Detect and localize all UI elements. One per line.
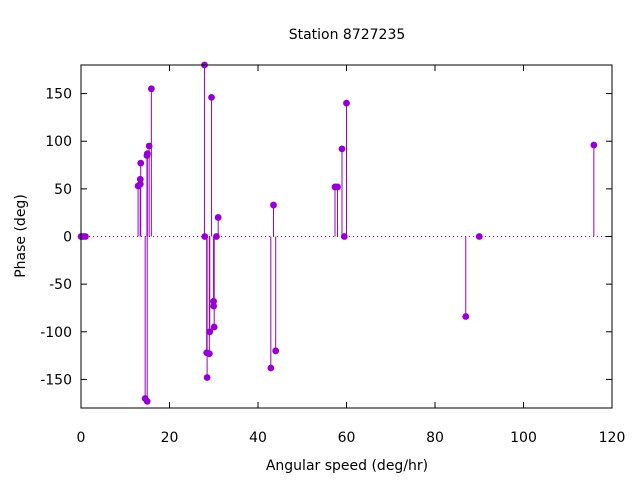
data-point — [201, 233, 209, 240]
y-tick-label: -100 — [40, 325, 72, 341]
point-layer — [77, 61, 598, 405]
x-tick-label: 0 — [77, 430, 86, 446]
data-point — [214, 214, 222, 221]
data-point — [208, 93, 215, 101]
data-point — [143, 150, 151, 158]
x-tick-label: 100 — [510, 430, 537, 446]
x-axis-label: Angular speed (deg/hr) — [266, 458, 428, 474]
data-point — [343, 99, 350, 107]
data-point — [267, 364, 275, 372]
data-point — [147, 85, 155, 93]
data-point — [462, 313, 470, 320]
y-tick-label: 100 — [45, 134, 72, 150]
data-point — [210, 302, 218, 310]
y-tick-label: -150 — [40, 372, 72, 388]
data-point — [136, 175, 144, 183]
y-tick-label: 50 — [54, 182, 72, 198]
data-point — [213, 233, 220, 240]
data-point — [334, 183, 341, 191]
data-point — [338, 145, 346, 153]
data-point — [475, 233, 483, 240]
data-point — [203, 374, 211, 381]
data-point — [210, 297, 217, 305]
data-point — [340, 233, 348, 240]
data-point — [136, 180, 144, 188]
y-tick-label: 0 — [63, 230, 72, 246]
x-tick-label: 120 — [599, 430, 626, 446]
y-tick-label: -50 — [49, 277, 72, 293]
x-tick-label: 40 — [249, 430, 267, 446]
chart-title: Station 8727235 — [289, 27, 406, 43]
data-point — [206, 328, 214, 336]
data-point — [145, 142, 153, 150]
data-point — [82, 233, 89, 240]
x-tick-label: 60 — [338, 430, 356, 446]
data-point — [272, 347, 280, 355]
x-tick-label: 20 — [161, 430, 179, 446]
data-point — [137, 159, 145, 167]
data-point — [143, 397, 151, 405]
y-axis-label: Phase (deg) — [13, 194, 29, 278]
plot-frame — [80, 64, 613, 409]
data-point — [270, 201, 277, 209]
x-tick-label: 80 — [426, 430, 444, 446]
tick-layer: 0 20 40 60 80 100 120 -150 -100 -50 0 50 100 150 — [40, 65, 625, 446]
stem-layer — [137, 65, 595, 402]
data-point — [205, 350, 213, 358]
data-point — [210, 323, 218, 331]
data-point — [590, 141, 598, 149]
y-tick-label: 150 — [45, 87, 72, 103]
